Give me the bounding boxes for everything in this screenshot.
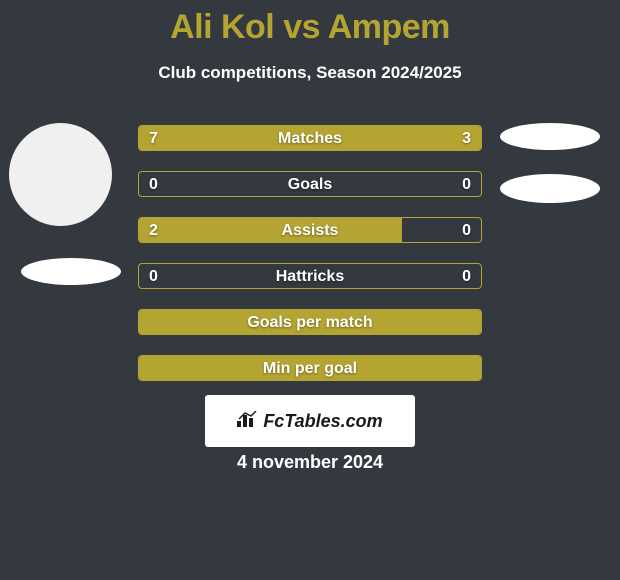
- player-right-club-logo: [500, 174, 600, 203]
- stat-label: Hattricks: [139, 264, 481, 289]
- stat-label: Assists: [139, 218, 481, 243]
- stat-row: 73Matches: [138, 125, 482, 151]
- stat-label: Goals per match: [139, 310, 481, 335]
- attribution-badge: FcTables.com: [205, 395, 415, 447]
- stat-row: 20Assists: [138, 217, 482, 243]
- stat-row: 00Goals: [138, 171, 482, 197]
- page-title: Ali Kol vs Ampem: [0, 0, 620, 47]
- date-text: 4 november 2024: [0, 452, 620, 473]
- player-left-club-logo: [21, 258, 121, 285]
- player-left-avatar: [9, 123, 112, 226]
- stat-row: Goals per match: [138, 309, 482, 335]
- stat-label: Matches: [139, 126, 481, 151]
- stat-label: Goals: [139, 172, 481, 197]
- page-subtitle: Club competitions, Season 2024/2025: [0, 63, 620, 83]
- stat-label: Min per goal: [139, 356, 481, 381]
- comparison-bars: 73Matches 00Goals 20Assists 00Hattricks Goal…: [138, 125, 482, 401]
- attribution-text: FcTables.com: [263, 411, 382, 432]
- stat-row: 00Hattricks: [138, 263, 482, 289]
- stat-row: Min per goal: [138, 355, 482, 381]
- stats-icon: [237, 411, 257, 432]
- player-right-avatar: [500, 123, 600, 150]
